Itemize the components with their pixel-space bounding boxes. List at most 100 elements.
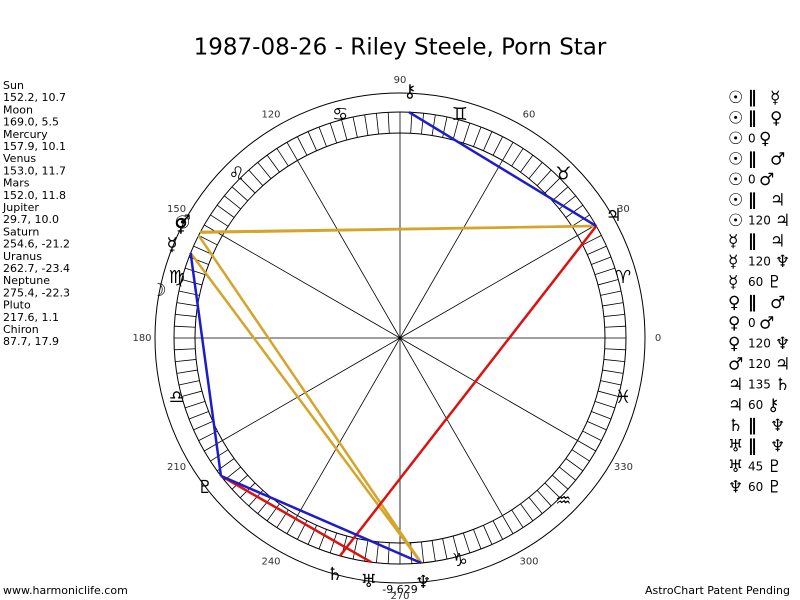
aspect-planet: ♃ [728, 396, 743, 416]
ring-tick [571, 214, 590, 227]
degree-label: 240 [261, 556, 280, 567]
planet-name: Jupiter [2, 201, 39, 214]
ring-tick [178, 380, 200, 386]
ring-tick [604, 325, 626, 328]
spokes [195, 133, 605, 543]
ring-tick [204, 440, 223, 452]
ring-tick [431, 540, 436, 562]
aspect-line [189, 252, 423, 564]
ring-tick [224, 195, 241, 210]
ring-tick [239, 177, 256, 194]
ring-tick [329, 122, 338, 144]
aspect-type: 0 [748, 173, 756, 187]
sign-glyph: ♉ [555, 164, 571, 185]
sign-glyph: ♒ [555, 490, 571, 511]
aspect-type: ∥ [748, 293, 757, 313]
aspect-type: 0 [748, 316, 756, 330]
planet-glyph: ♄ [327, 564, 343, 585]
ring-tick [442, 538, 448, 560]
outer-circle [154, 92, 646, 584]
aspect-type: 120 [748, 255, 771, 269]
ring-tick [602, 369, 624, 374]
aspect-planet: ♀ [759, 129, 771, 149]
planet-glyph: ♃ [606, 205, 622, 226]
aspect-planet: ♇ [767, 457, 782, 477]
sign-glyph: ♈ [615, 267, 631, 288]
degree-label: 300 [519, 556, 538, 567]
degree-label: 30 [617, 204, 630, 215]
ring-tick [307, 131, 317, 151]
ring-tick [462, 532, 471, 554]
tick-ring [174, 112, 626, 564]
aspect-planet: ☉ [728, 150, 743, 170]
ring-tick [364, 114, 369, 136]
ring-tick [276, 148, 289, 167]
ring-tick [559, 466, 576, 481]
aspect-type: ∥ [748, 437, 757, 457]
ring-tick [600, 290, 622, 296]
degree-label: 150 [167, 204, 186, 215]
ring-tick [552, 186, 569, 202]
ring-tick [318, 126, 327, 147]
ring-tick [473, 529, 482, 550]
aspect-planet: ☉ [728, 129, 743, 149]
ring-tick [483, 525, 493, 545]
bottom-label: -9,629 [382, 583, 417, 596]
ring-tick [184, 267, 206, 276]
ring-tick [257, 497, 272, 514]
spoke [222, 235, 401, 339]
ring-tick [597, 279, 619, 286]
ring-tick [520, 503, 534, 522]
ring-tick [502, 515, 514, 534]
degree-label: 90 [394, 75, 407, 86]
ring-tick [410, 112, 413, 134]
ring-tick [577, 440, 596, 452]
ring-tick [266, 503, 280, 522]
ring-tick [352, 116, 358, 138]
planet-glyph: ⚷ [403, 81, 416, 102]
aspect-planet: ♆ [775, 252, 790, 272]
ring-tick [318, 529, 327, 550]
sign-glyph: ♓ [615, 387, 631, 408]
ring-tick [591, 411, 612, 420]
aspect-planet: ♆ [770, 416, 785, 436]
ring-tick [216, 204, 235, 218]
ring-tick [257, 162, 272, 179]
aspect-planet: ♃ [775, 355, 790, 375]
planet-position: 169.0, 5.5 [3, 116, 59, 129]
aspect-planet: ☉ [728, 170, 743, 190]
aspect-planet: ♅ [728, 437, 743, 457]
ring-tick [329, 532, 338, 554]
aspect-planet: ♂ [728, 355, 743, 375]
spoke [297, 160, 401, 339]
aspect-type: ∥ [748, 416, 757, 436]
ring-tick [421, 113, 425, 135]
ring-tick [536, 490, 552, 507]
planet-name: Pluto [3, 299, 31, 312]
sign-glyph: ♌ [229, 164, 245, 185]
aspect-type: 60 [748, 275, 763, 289]
ring-tick [421, 541, 425, 563]
aspect-planet: ♀ [728, 293, 740, 313]
planet-name: Moon [3, 103, 33, 116]
ring-tick [210, 214, 229, 227]
planet-position: 29.7, 10.0 [3, 213, 59, 226]
degree-label: 330 [614, 462, 633, 473]
ring-tick [184, 400, 206, 409]
aspect-planet: ♅ [728, 457, 743, 477]
ring-tick [204, 224, 223, 236]
ring-tick [602, 302, 624, 307]
ring-tick [181, 390, 203, 397]
aspect-planet: ☿ [728, 232, 738, 252]
aspect-type: 60 [748, 480, 763, 494]
planet-glyph: ♀ [174, 215, 187, 236]
ring-tick [175, 313, 197, 317]
planet-name: Chiron [3, 323, 39, 336]
planet-name: Uranus [3, 250, 42, 263]
ring-tick [492, 136, 503, 156]
aspect-type: ∥ [748, 109, 757, 129]
ring-tick [176, 369, 198, 374]
ring-tick [483, 131, 493, 151]
sign-glyph: ♑ [452, 550, 468, 571]
